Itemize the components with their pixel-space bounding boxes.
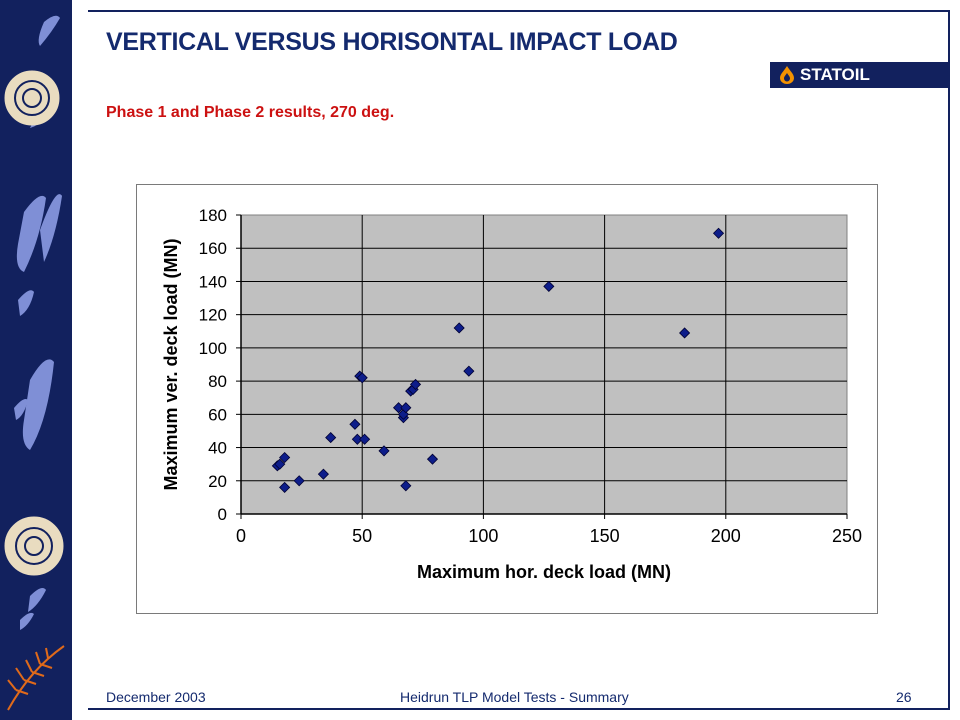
logo-text: STATOIL (800, 65, 870, 84)
y-tick-label: 40 (208, 439, 227, 458)
data-point (356, 372, 368, 384)
data-point (325, 432, 337, 444)
flame-drop-icon (780, 66, 794, 84)
y-tick-label: 80 (208, 372, 227, 391)
footer-title: Heidrun TLP Model Tests - Summary (400, 689, 629, 705)
y-tick-label: 20 (208, 472, 227, 491)
page-number: 26 (896, 689, 912, 705)
y-tick-label: 180 (199, 206, 227, 225)
y-tick-label: 120 (199, 306, 227, 325)
decorative-left-band (0, 0, 72, 720)
data-point (543, 280, 555, 292)
x-tick-label: 50 (352, 526, 372, 546)
y-tick-label: 0 (218, 505, 227, 524)
data-point (279, 481, 291, 493)
y-tick-label: 60 (208, 405, 227, 424)
x-tick-label: 100 (468, 526, 498, 546)
scatter-chart-container: 0 50 100 150 200 250 0 20 40 60 80 100 120 140 160 180 … (136, 184, 878, 614)
x-tick-label: 150 (590, 526, 620, 546)
y-axis-label: Maximum ver. deck load (MN) (161, 238, 181, 490)
data-point (351, 433, 363, 445)
frame-bottom-line (88, 708, 950, 710)
data-point (400, 480, 412, 492)
data-point (349, 418, 361, 430)
frame-top-line (88, 10, 950, 12)
x-axis-label: Maximum hor. deck load (MN) (417, 562, 671, 582)
frame-right-line (948, 10, 950, 710)
y-tick-label: 140 (199, 272, 227, 291)
data-point (392, 402, 405, 414)
y-tick-label: 160 (199, 239, 227, 258)
x-tick-label: 0 (236, 526, 246, 546)
data-point (274, 458, 286, 470)
data-point (453, 322, 465, 334)
data-point (409, 378, 422, 390)
x-tick-label: 200 (711, 526, 741, 546)
data-point (317, 468, 329, 480)
footer-date: December 2003 (106, 689, 206, 705)
plot-area (240, 214, 848, 515)
slide-subtitle: Phase 1 and Phase 2 results, 270 deg. (106, 104, 395, 121)
x-tick-label: 250 (832, 526, 862, 546)
data-point (279, 451, 291, 464)
data-point (293, 475, 305, 487)
scatter-chart: 0 50 100 150 200 250020406080100120140160180 … (161, 206, 862, 582)
data-point (426, 453, 439, 465)
fossil-decoration-icon (4, 15, 65, 711)
data-point (679, 327, 691, 339)
slide-title: VERTICAL VERSUS HORISONTAL IMPACT LOAD (106, 28, 678, 56)
data-point (359, 433, 371, 445)
statoil-logo: STATOIL (770, 62, 950, 88)
data-point (712, 227, 725, 239)
data-point (378, 445, 390, 457)
data-point (463, 365, 475, 377)
data-point (400, 402, 412, 414)
y-tick-label: 100 (199, 339, 227, 358)
